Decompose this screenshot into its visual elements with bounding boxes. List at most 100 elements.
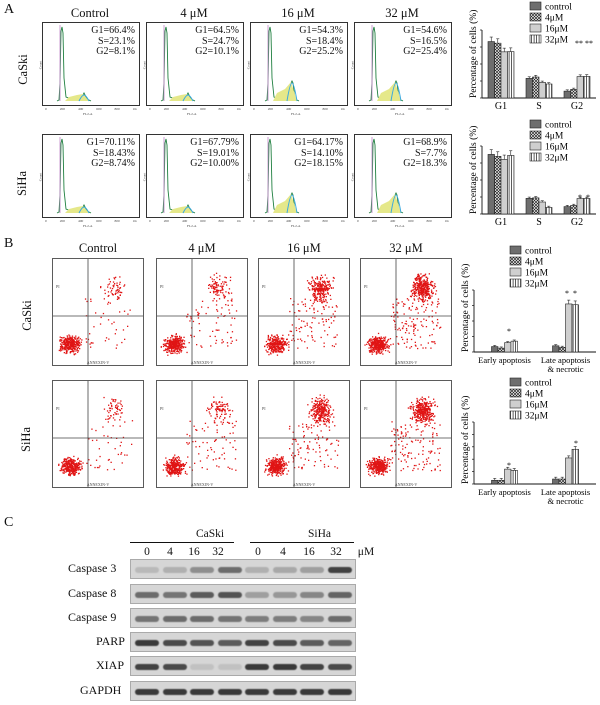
histogram-x-ticks: 0 200 400 600 800 1K [45,107,137,111]
wb-lane-label: 32 [212,546,224,558]
wb-lane-label: 4 [280,546,286,558]
histogram-y-label: Count [246,60,251,70]
legend-label: control [525,247,552,257]
histogram-x-tick: 600 [304,219,310,223]
wb-band [217,567,242,573]
histogram-x-ticks: 0 200 400 600 800 1K [149,107,241,111]
histogram-x-label: FL2-A [395,112,405,116]
bar [571,304,579,353]
wb-band [327,567,352,573]
bar [510,340,518,353]
histogram-y-label: Count [38,60,43,70]
wb-band [327,664,352,670]
wb-band [162,616,187,622]
histogram-x-tick: 400 [285,107,292,111]
histogram-siha-3: G1=68.9% S=7.7% G2=18.3% 0 200 400 600 800 1K FL2… [350,134,452,228]
wb-band [272,689,297,695]
histogram-x-tick: 600 [408,219,414,223]
wb-band [300,689,324,695]
significance-star: * [574,439,578,448]
legend-swatch [509,388,522,398]
dot-plot-y-label: PI [364,284,368,289]
histogram-x-tick: 800 [114,219,120,223]
legend-swatch [529,34,542,44]
stat-g1: G1=68.9% [403,137,447,148]
y-axis-label: Percentage of cells (%) [468,10,479,98]
dot-plot-siha-2: ANNEXIN-V PI [258,380,350,488]
wb-strip [130,632,356,652]
stat-g2: G2=10.00% [190,158,239,169]
dot-plot-caski-3: ANNEXIN-V PI [360,258,452,366]
wb-band [327,689,352,695]
wb-strip [130,656,356,676]
bar-chart-siha-cell-cycle: Percentage of cells (%) G1 S G2 control4μM1… [468,119,596,228]
stat-s: S=18.4% [305,35,343,47]
bar [487,154,495,215]
y-axis-label: Percentage of cells (%) [468,126,479,214]
category-label: G2 [571,101,583,112]
wb-lane-label: 32 [330,546,342,558]
legend-label: control [545,121,572,131]
legend-label: 32μM [525,412,549,422]
legend-swatch [509,377,522,387]
bar [563,206,571,215]
dot-plot-siha-3: ANNEXIN-V PI [360,380,452,488]
bar [532,197,540,215]
bar [583,76,591,99]
bar [552,345,560,353]
wb-band [162,592,187,598]
histogram-caski-3: G1=54.6% S=16.5% G2=25.4% 0 200 400 600 800 1K FL… [350,22,452,116]
legend-label: 32μM [545,154,569,164]
legend-label: 4μM [545,132,564,142]
legend-swatch [529,152,542,162]
histogram-x-tick: 1K [340,107,345,111]
histogram-x-label: FL2-A [83,224,93,228]
cell-cycle-stats: G1=54.6% S=16.5% G2=25.4% [403,25,447,58]
col-header-control-b: Control [78,241,118,255]
cell-cycle-stats: G1=64.5% S=24.7% G2=10.1% [195,25,239,58]
significance-star: * [507,327,511,336]
bar-chart-siha-apoptosis: Percentage of cells (%) Early apoptosis L… [460,377,596,506]
histogram-x-tick: 600 [96,107,102,111]
histogram-x-tick: 800 [114,107,120,111]
cell-cycle-stats: G1=64.17% S=14.10% G2=18.15% [294,137,343,170]
legend-swatch [509,399,522,409]
dot-plot-y-label: PI [262,406,266,411]
histogram-x-tick: 200 [59,219,65,223]
wb-band [190,616,214,622]
bar [565,457,573,485]
histogram-x-tick: 0 [149,107,151,111]
dot-plot-x-label: ANNEXIN-V [395,360,418,365]
wb-strip [130,608,356,628]
histogram-x-tick: 400 [285,219,292,223]
wb-band [190,689,214,695]
bar [500,51,508,99]
dot-plot-x-label: ANNEXIN-V [87,482,110,487]
stat-g1: G1=54.6% [403,25,447,36]
histogram-siha-1: G1=67.79% S=19.01% G2=10.00% 0 200 400 600 800 1… [142,134,244,228]
wb-band [272,592,297,598]
wb-lane-label: 0 [144,546,150,558]
wb-band [190,567,214,573]
wb-lane-label: 16 [188,546,200,558]
histogram-x-tick: 600 [304,107,310,111]
histogram-x-ticks: 0 200 400 600 800 1K [253,107,345,111]
panel-letter-a: A [4,2,15,17]
dot-plot-x-label: ANNEXIN-V [191,482,214,487]
bar [538,82,546,99]
wb-band [135,664,159,670]
histogram-x-tick: 400 [389,219,396,223]
histogram-x-tick: 400 [181,107,188,111]
bar-chart-caski-apoptosis: Percentage of cells (%) Early apoptosis L… [460,245,596,374]
stat-g2: G2=10.1% [195,46,239,57]
panel-letter-b: B [4,236,14,251]
histogram-x-tick: 400 [77,219,84,223]
legend-label: 32μM [545,36,569,46]
dot-plot-x-label: ANNEXIN-V [293,360,316,365]
wb-strip [130,681,356,701]
stat-g2: G2=25.4% [403,46,447,57]
bar [552,478,560,485]
histogram-x-tick: 800 [426,219,432,223]
wb-band [327,616,352,622]
histogram-x-label: FL2-A [187,112,197,116]
